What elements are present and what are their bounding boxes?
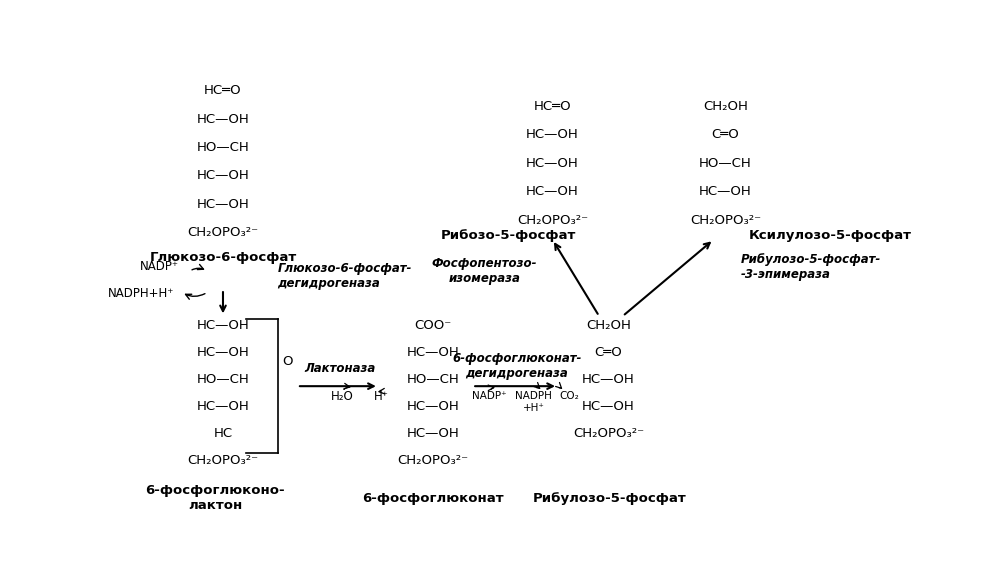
Text: HC—OH: HC—OH <box>197 319 249 332</box>
Text: HC═O: HC═O <box>204 84 242 97</box>
Text: HO—CH: HO—CH <box>197 373 249 386</box>
Text: Фосфопентозо-
изомераза: Фосфопентозо- изомераза <box>431 257 537 285</box>
Text: H₂O: H₂O <box>331 390 354 403</box>
Text: CH₂OH: CH₂OH <box>702 100 748 113</box>
Text: 6-фосфоглюконат-
дегидрогеназа: 6-фосфоглюконат- дегидрогеназа <box>452 352 581 380</box>
Text: HC—OH: HC—OH <box>699 185 752 198</box>
Text: NADPH: NADPH <box>516 391 552 401</box>
Text: O: O <box>282 355 292 368</box>
Text: HC—OH: HC—OH <box>197 400 249 413</box>
Text: HC—OH: HC—OH <box>582 400 635 413</box>
Text: HC—OH: HC—OH <box>197 113 249 125</box>
Text: HC═O: HC═O <box>534 100 571 113</box>
Text: C═O: C═O <box>712 128 740 141</box>
Text: Глюкозо-6-фосфат: Глюкозо-6-фосфат <box>150 251 296 264</box>
Text: NADP⁺: NADP⁺ <box>472 391 507 401</box>
Text: Рибозо-5-фосфат: Рибозо-5-фосфат <box>441 229 577 241</box>
Text: HC—OH: HC—OH <box>197 346 249 359</box>
Text: Лактоназа: Лактоназа <box>305 362 376 374</box>
Text: Рибулозо-5-фосфат-
-3-эпимераза: Рибулозо-5-фосфат- -3-эпимераза <box>741 253 881 281</box>
Text: CH₂OPO₃²⁻: CH₂OPO₃²⁻ <box>187 454 258 467</box>
Text: 6-фосфоглюконо-
лактон: 6-фосфоглюконо- лактон <box>146 484 285 512</box>
Text: CH₂OPO₃²⁻: CH₂OPO₃²⁻ <box>573 427 644 440</box>
Text: NADP⁺: NADP⁺ <box>140 260 179 273</box>
Text: HC—OH: HC—OH <box>197 169 249 182</box>
Text: CH₂OPO₃²⁻: CH₂OPO₃²⁻ <box>187 226 258 239</box>
Text: 6-фосфоглюконат: 6-фосфоглюконат <box>363 492 505 505</box>
Text: CO₂: CO₂ <box>560 391 580 401</box>
Text: HC—OH: HC—OH <box>407 400 459 413</box>
Text: CH₂OPO₃²⁻: CH₂OPO₃²⁻ <box>689 214 761 227</box>
Text: HC—OH: HC—OH <box>582 373 635 386</box>
Text: Рибулозо-5-фосфат: Рибулозо-5-фосфат <box>534 492 687 505</box>
Text: HC—OH: HC—OH <box>407 427 459 440</box>
Text: HC—OH: HC—OH <box>526 157 579 170</box>
Text: HO—CH: HO—CH <box>699 157 752 170</box>
Text: HO—CH: HO—CH <box>407 373 459 386</box>
Text: Ксилулозо-5-фосфат: Ксилулозо-5-фосфат <box>749 229 912 241</box>
Text: HO—CH: HO—CH <box>197 141 249 154</box>
Text: C═O: C═O <box>595 346 622 359</box>
Text: CH₂OH: CH₂OH <box>586 319 631 332</box>
Text: HC—OH: HC—OH <box>526 128 579 141</box>
Text: HC—OH: HC—OH <box>407 346 459 359</box>
Text: CH₂OPO₃²⁻: CH₂OPO₃²⁻ <box>398 454 469 467</box>
Text: NADPH+H⁺: NADPH+H⁺ <box>108 287 174 300</box>
Text: +H⁺: +H⁺ <box>523 403 545 413</box>
Text: HC—OH: HC—OH <box>526 185 579 198</box>
Text: COO⁻: COO⁻ <box>415 319 452 332</box>
Text: HC: HC <box>213 427 232 440</box>
Text: H⁺: H⁺ <box>374 390 389 403</box>
Text: HC—OH: HC—OH <box>197 198 249 211</box>
Text: Глюкозо-6-фосфат-
дегидрогеназа: Глюкозо-6-фосфат- дегидрогеназа <box>277 261 412 289</box>
Text: CH₂OPO₃²⁻: CH₂OPO₃²⁻ <box>517 214 588 227</box>
